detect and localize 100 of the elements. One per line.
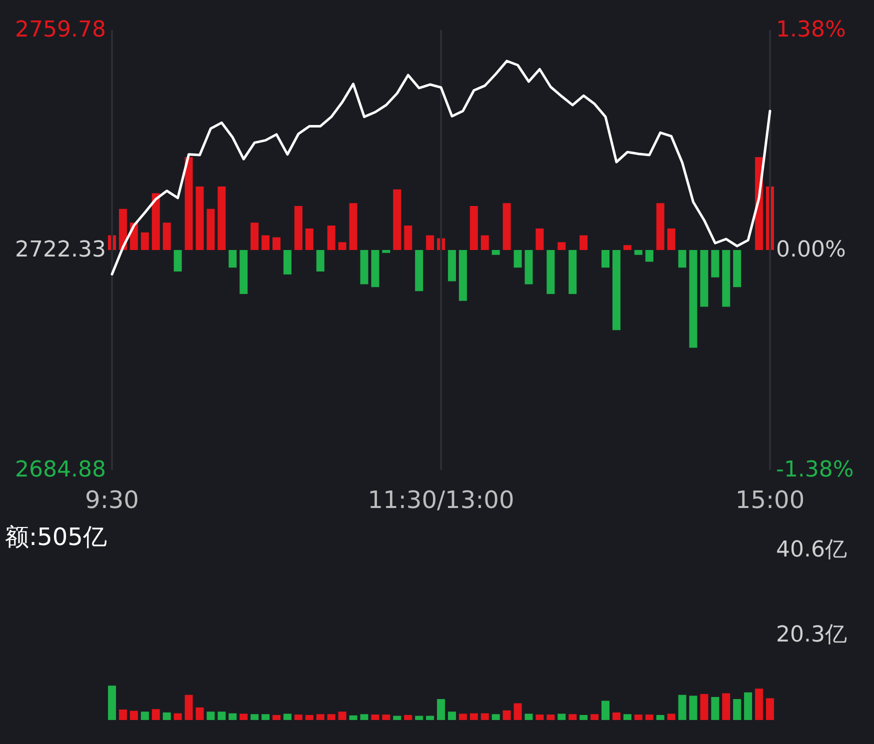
bar	[184, 694, 193, 720]
bar	[678, 250, 686, 268]
y-tick-label: 2684.88	[15, 458, 106, 482]
bar	[196, 186, 204, 250]
bar	[283, 714, 292, 720]
bar	[722, 693, 730, 720]
bar	[645, 250, 654, 262]
bar	[262, 714, 270, 720]
bar	[470, 713, 478, 720]
bar	[612, 250, 620, 330]
bar	[228, 713, 237, 720]
bar	[448, 712, 456, 720]
bar	[404, 226, 412, 250]
bar	[118, 710, 127, 720]
bar	[634, 714, 642, 720]
bar	[656, 714, 664, 720]
bar	[240, 714, 248, 720]
bar	[634, 250, 642, 255]
bar	[152, 709, 160, 720]
bar	[733, 699, 742, 720]
bar	[327, 226, 336, 250]
bar	[415, 716, 424, 720]
bar	[404, 714, 412, 720]
bar	[558, 714, 566, 720]
bar	[360, 250, 368, 284]
bar	[228, 250, 237, 268]
bar	[393, 716, 402, 720]
bar	[262, 235, 270, 250]
bar	[645, 714, 654, 720]
bar	[656, 203, 664, 250]
bar	[316, 250, 324, 272]
bar	[294, 206, 302, 250]
bar	[349, 715, 358, 720]
bar	[426, 235, 434, 250]
x-tick-label: 11:30/13:00	[368, 486, 514, 514]
bar	[536, 714, 544, 720]
bar	[108, 686, 116, 720]
bar	[218, 186, 226, 250]
y-tick-label: 40.6亿	[776, 538, 847, 562]
bar	[546, 250, 555, 294]
bar	[140, 712, 149, 720]
bar	[711, 696, 720, 720]
bar	[250, 714, 259, 720]
bar	[327, 714, 336, 720]
bar	[360, 714, 368, 720]
bar	[196, 707, 204, 720]
bar	[492, 714, 500, 720]
bar	[689, 696, 698, 720]
bar	[294, 714, 302, 720]
bar	[502, 203, 511, 250]
bar	[536, 228, 544, 250]
bar	[470, 206, 478, 250]
bar	[568, 714, 577, 720]
bar	[118, 208, 127, 250]
bar	[305, 228, 314, 250]
bar	[667, 714, 676, 720]
bar	[250, 222, 259, 250]
bar	[338, 712, 346, 720]
bar	[623, 714, 632, 720]
bar	[612, 712, 620, 720]
bar	[722, 250, 730, 307]
x-tick-label: 15:00	[735, 486, 805, 514]
bar	[371, 714, 380, 720]
bar	[623, 245, 632, 250]
bar	[437, 699, 445, 720]
bar	[755, 688, 764, 720]
bar	[744, 692, 752, 720]
bar	[206, 712, 215, 720]
bar	[272, 237, 280, 250]
bar	[590, 714, 599, 720]
bar	[580, 714, 588, 720]
bar	[140, 232, 149, 250]
bar	[458, 714, 467, 720]
bar	[393, 189, 402, 250]
y-tick-label: 2722.33	[15, 238, 106, 262]
y-tick-label: 2759.78	[15, 18, 106, 42]
bar	[458, 250, 467, 301]
bar	[305, 714, 314, 720]
bar	[162, 222, 171, 250]
bar	[602, 250, 610, 268]
bar	[349, 203, 358, 250]
bar	[546, 714, 555, 720]
bar	[568, 250, 577, 294]
bar	[162, 712, 171, 720]
bar	[382, 250, 390, 253]
bar	[382, 714, 390, 720]
line-series	[110, 60, 772, 276]
bar	[602, 700, 610, 720]
bar	[316, 714, 324, 720]
bar	[480, 713, 489, 720]
bar	[689, 250, 698, 348]
bar	[733, 250, 742, 288]
bar	[152, 193, 160, 250]
bar	[524, 714, 533, 720]
y2-tick-label: 1.38%	[776, 18, 846, 42]
bar	[667, 228, 676, 250]
bar	[524, 250, 533, 284]
bar	[678, 694, 686, 720]
bar	[283, 250, 292, 274]
bar	[174, 713, 182, 720]
